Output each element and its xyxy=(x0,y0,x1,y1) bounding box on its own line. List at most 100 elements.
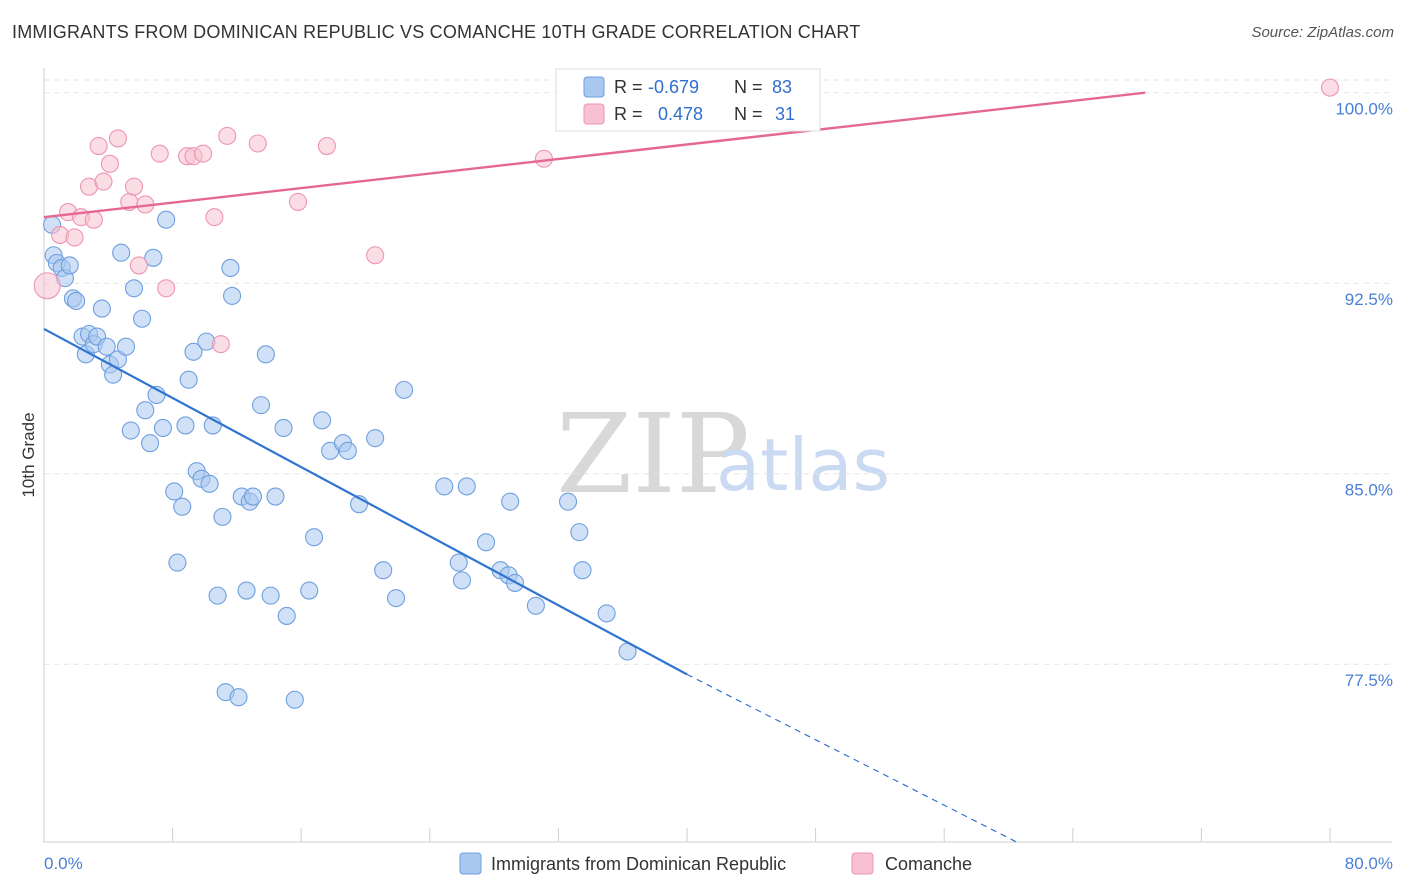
data-point-dominican xyxy=(97,337,116,356)
data-point-dominican xyxy=(141,434,160,453)
x-tick-label-max: 80.0% xyxy=(1345,854,1393,873)
data-point-comanche xyxy=(366,246,385,265)
data-point-comanche xyxy=(248,134,267,153)
data-point-comanche xyxy=(89,136,108,156)
y-tick-label: 77.5% xyxy=(1345,671,1393,690)
data-point-dominican xyxy=(558,492,578,511)
series-dominican-points xyxy=(42,210,637,709)
data-point-comanche xyxy=(534,149,553,168)
trend-line-comanche xyxy=(43,91,1146,219)
watermark-zip: ZIP xyxy=(556,390,750,518)
data-point-dominican xyxy=(261,586,280,605)
legend-swatch-pink xyxy=(583,103,605,125)
data-point-comanche xyxy=(157,279,176,298)
data-point-comanche xyxy=(108,129,127,148)
data-point-dominican xyxy=(256,345,275,364)
data-point-dominican xyxy=(67,291,86,311)
data-point-dominican xyxy=(285,690,304,709)
data-point-dominican xyxy=(266,487,285,506)
data-point-dominican xyxy=(526,596,545,615)
data-point-dominican xyxy=(121,421,140,440)
data-point-comanche xyxy=(317,136,336,156)
data-point-dominican xyxy=(136,401,155,420)
data-point-comanche xyxy=(129,256,148,275)
data-point-comanche xyxy=(124,177,144,196)
data-point-dominican xyxy=(221,258,240,278)
trend-lines xyxy=(43,91,1146,843)
series-comanche-points xyxy=(33,78,1340,354)
chart-source: Source: ZipAtlas.com xyxy=(1251,24,1394,41)
data-point-dominican xyxy=(305,528,324,547)
data-point-dominican xyxy=(597,604,616,623)
data-point-dominican xyxy=(157,210,176,229)
data-point-dominican xyxy=(112,243,131,262)
data-point-comanche xyxy=(84,210,103,229)
data-point-dominican xyxy=(124,279,144,298)
data-point-dominican xyxy=(501,492,520,511)
legend-r-label-2: R = xyxy=(614,104,643,124)
data-point-comanche xyxy=(205,208,224,227)
y-tick-label: 92.5% xyxy=(1345,290,1393,309)
data-point-dominican xyxy=(229,688,248,707)
y-tick-labels: 77.5% 85.0% 92.5% 100.0% xyxy=(1335,100,1393,691)
data-point-dominican xyxy=(251,396,271,415)
data-point-comanche xyxy=(150,144,169,163)
data-point-dominican xyxy=(208,586,227,605)
data-point-dominican xyxy=(338,441,357,460)
data-point-comanche xyxy=(218,126,237,145)
data-point-comanche xyxy=(211,335,230,354)
data-point-dominican xyxy=(366,429,385,448)
data-point-dominican xyxy=(179,370,198,389)
x-tick-label-min: 0.0% xyxy=(44,854,83,873)
data-point-dominican xyxy=(200,474,219,493)
data-point-dominican xyxy=(173,497,192,516)
data-point-comanche xyxy=(100,154,119,173)
x-ticks xyxy=(43,828,1331,842)
bottom-legend-swatch-blue xyxy=(459,852,482,875)
trend-line-dominican xyxy=(43,327,688,676)
data-point-dominican xyxy=(573,561,592,580)
legend-n-label-2: N = xyxy=(734,104,763,124)
bottom-legend-label-2: Comanche xyxy=(885,854,972,874)
data-point-comanche xyxy=(194,144,213,163)
data-point-dominican xyxy=(153,418,173,438)
data-point-dominican xyxy=(374,561,393,580)
data-point-dominican xyxy=(435,477,454,496)
legend-swatch-blue xyxy=(583,76,605,98)
data-point-dominican xyxy=(92,299,111,318)
y-tick-label: 85.0% xyxy=(1345,481,1393,500)
data-point-comanche xyxy=(65,228,84,247)
legend-n-value-1: 83 xyxy=(772,77,792,97)
data-point-dominican xyxy=(184,342,203,361)
data-point-dominican xyxy=(237,581,256,600)
data-point-dominican xyxy=(133,309,152,328)
data-point-dominican xyxy=(60,256,79,275)
data-point-dominican xyxy=(144,248,163,267)
watermark-atlas: atlas xyxy=(716,423,890,507)
data-point-comanche xyxy=(94,172,113,191)
data-point-dominican xyxy=(570,523,589,542)
legend-r-label-1: R = xyxy=(614,77,643,97)
data-point-dominican xyxy=(165,482,184,501)
data-point-dominican xyxy=(477,533,496,552)
data-point-dominican xyxy=(457,477,476,496)
trend-line-dominican-extension xyxy=(686,673,1017,843)
data-point-dominican xyxy=(168,553,187,572)
data-point-dominican xyxy=(300,581,319,600)
data-point-dominican xyxy=(452,571,472,590)
y-axis-title: 10th Grade xyxy=(19,412,38,497)
correlation-legend: R = -0.679 N = 83 R = 0.478 N = 31 xyxy=(555,68,821,132)
data-point-comanche xyxy=(1320,78,1340,97)
legend-r-value-1: -0.679 xyxy=(648,77,699,97)
data-point-dominican xyxy=(176,416,195,435)
data-point-comanche xyxy=(288,192,308,211)
data-point-dominican xyxy=(449,553,468,572)
data-point-dominican xyxy=(386,589,406,608)
bottom-legend-label-1: Immigrants from Dominican Republic xyxy=(491,854,786,874)
data-point-dominican xyxy=(395,380,414,399)
legend-r-value-2: 0.478 xyxy=(658,104,703,124)
data-point-dominican xyxy=(116,337,136,356)
data-point-dominican xyxy=(243,487,263,506)
series-legend: Immigrants from Dominican Republic Coman… xyxy=(459,852,972,875)
